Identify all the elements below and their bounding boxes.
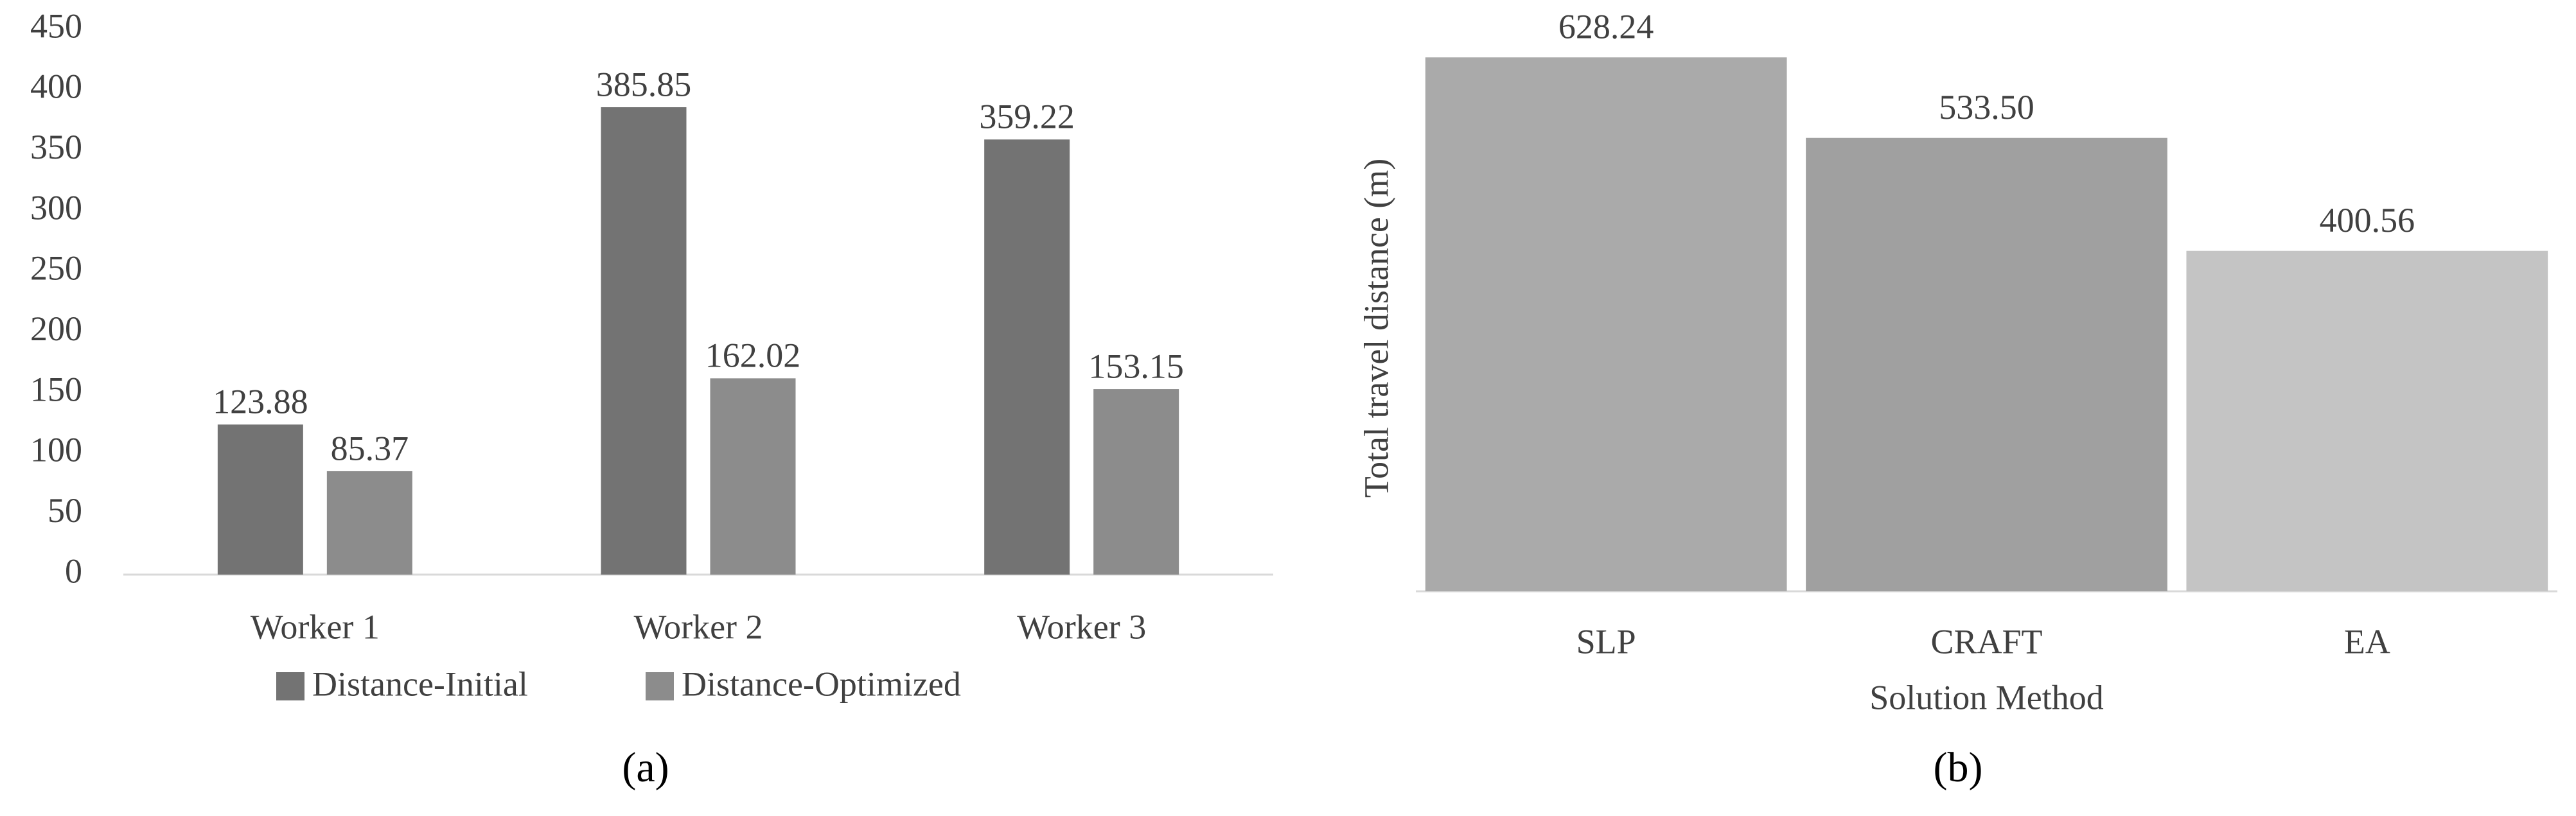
bar: [710, 378, 796, 575]
data-label: 153.15: [1088, 347, 1184, 385]
legend-swatch: [276, 672, 304, 700]
bar: [601, 107, 687, 575]
y-tick-label: 50: [48, 491, 82, 530]
y-tick-label: 400: [30, 67, 82, 106]
y-tick-label: 250: [30, 249, 82, 288]
legend-label: Distance-Optimized: [682, 664, 961, 703]
x-tick-label: Worker 3: [1017, 607, 1146, 646]
bar: [1425, 57, 1787, 592]
y-tick-label: 350: [30, 128, 82, 166]
data-label: 533.50: [1939, 88, 2034, 126]
data-label: 162.02: [705, 336, 801, 375]
x-tick-label: SLP: [1576, 622, 1636, 661]
bar: [2186, 250, 2548, 591]
x-axis-title: Solution Method: [1869, 678, 2104, 716]
bar: [217, 424, 303, 575]
x-tick-label: Worker 1: [251, 607, 380, 646]
data-label: 400.56: [2320, 201, 2415, 239]
data-label: 385.85: [596, 65, 692, 103]
x-tick-label: Worker 2: [633, 607, 763, 646]
y-tick-label: 300: [30, 188, 82, 227]
bar: [326, 471, 412, 575]
bar: [984, 139, 1070, 575]
x-tick-label: EA: [2344, 622, 2390, 661]
bar: [1093, 389, 1179, 575]
data-label: 359.22: [979, 98, 1075, 136]
y-tick-label: 150: [30, 370, 82, 408]
y-tick-label: 0: [65, 551, 82, 590]
y-tick-label: 450: [30, 6, 82, 45]
legend-label: Distance-Initial: [312, 664, 528, 703]
y-tick-label: 200: [30, 309, 82, 348]
y-tick-label: 100: [30, 431, 82, 469]
legend-swatch: [646, 672, 674, 700]
caption: (a): [622, 744, 669, 791]
y-axis-title: Total travel distance (m): [1357, 159, 1395, 498]
caption: (b): [1934, 744, 1983, 791]
data-label: 85.37: [331, 429, 409, 467]
bar: [1806, 137, 2167, 591]
data-label: 123.88: [213, 383, 308, 421]
data-label: 628.24: [1558, 8, 1654, 46]
x-tick-label: CRAFT: [1930, 622, 2042, 661]
